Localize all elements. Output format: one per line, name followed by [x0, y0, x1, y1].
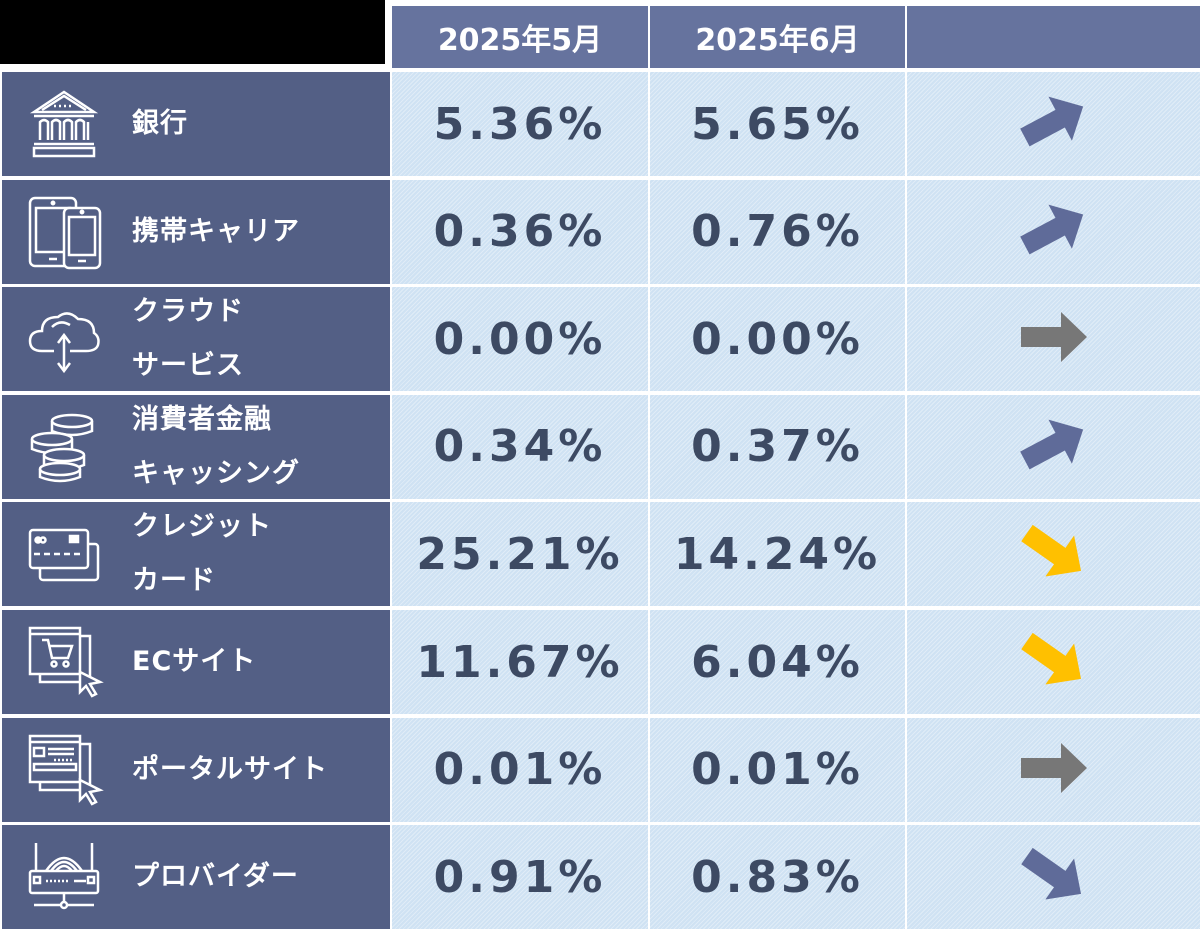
portal-site-icon	[24, 730, 104, 810]
value-may: 0.34%	[433, 421, 607, 473]
value-june: 0.01%	[691, 744, 864, 796]
category-label: クレジット カード	[132, 511, 272, 597]
value-may: 25.21%	[416, 528, 624, 580]
credit-card-icon	[24, 514, 104, 594]
cell-may: 0.34%	[392, 394, 648, 499]
cell-trend	[907, 610, 1200, 714]
category-label: プロバイダー	[132, 861, 299, 893]
row-label-6: ポータルサイト	[2, 717, 390, 822]
arrow-down-right-icon	[1009, 625, 1099, 699]
value-may: 0.91%	[433, 851, 607, 903]
header-trend	[907, 6, 1200, 68]
value-june: 6.04%	[691, 636, 864, 688]
cell-june: 5.65%	[650, 72, 905, 176]
bank-icon	[24, 84, 104, 164]
router-icon	[24, 837, 104, 917]
arrow-up-right-icon	[1009, 195, 1099, 269]
cloud-transfer-icon	[24, 299, 104, 379]
cell-trend	[907, 394, 1200, 499]
value-june: 5.65%	[691, 98, 864, 150]
category-label: ECサイト	[132, 646, 257, 677]
arrow-down-right-icon	[1009, 840, 1099, 914]
row-label-7: プロバイダー	[2, 825, 390, 930]
row-label-4: クレジット カード	[2, 502, 390, 607]
cell-trend	[907, 825, 1200, 930]
row-label-3: 消費者金融 キャッシング	[2, 394, 390, 499]
row-label-2: クラウド サービス	[2, 287, 390, 392]
cell-june: 14.24%	[650, 502, 905, 607]
value-june: 14.24%	[673, 528, 882, 580]
category-label: 銀行	[132, 108, 188, 139]
arrow-up-right-icon	[1009, 87, 1099, 161]
mobile-phones-icon	[24, 192, 104, 272]
cell-trend	[907, 179, 1200, 284]
header-may-2025: 2025年5月	[392, 6, 648, 68]
cell-june: 0.01%	[650, 717, 905, 822]
arrow-up-right-icon	[1009, 410, 1099, 484]
redacted-title-box	[0, 0, 385, 64]
cell-trend	[907, 502, 1200, 607]
row-label-1: 携帯キャリア	[2, 179, 390, 284]
cell-may: 25.21%	[392, 502, 648, 607]
value-june: 0.00%	[691, 313, 864, 365]
value-june: 0.76%	[691, 206, 864, 258]
arrow-down-right-icon	[1009, 517, 1099, 591]
value-may: 5.36%	[433, 98, 607, 150]
category-label: 携帯キャリア	[132, 215, 300, 247]
cell-june: 0.83%	[650, 825, 905, 930]
category-label: 消費者金融 キャッシング	[132, 403, 300, 489]
coin-stack-icon	[24, 407, 104, 487]
cell-may: 0.36%	[392, 179, 648, 284]
cell-may: 11.67%	[392, 610, 648, 714]
value-may: 0.00%	[433, 313, 607, 365]
cell-may: 0.91%	[392, 825, 648, 930]
cell-june: 0.00%	[650, 287, 905, 392]
category-label: クラウド サービス	[132, 296, 244, 382]
value-june: 0.83%	[691, 851, 864, 903]
ec-cart-icon	[24, 622, 104, 702]
cell-trend	[907, 717, 1200, 822]
cell-trend	[907, 72, 1200, 176]
category-label: ポータルサイト	[132, 753, 328, 785]
value-june: 0.37%	[691, 421, 864, 473]
row-label-0: 銀行	[2, 72, 390, 176]
cell-may: 0.01%	[392, 717, 648, 822]
value-may: 0.36%	[433, 206, 607, 258]
row-label-5: ECサイト	[2, 610, 390, 714]
cell-trend	[907, 287, 1200, 392]
cell-may: 0.00%	[392, 287, 648, 392]
cell-june: 0.76%	[650, 179, 905, 284]
header-june-2025: 2025年6月	[650, 6, 905, 68]
cell-june: 0.37%	[650, 394, 905, 499]
value-may: 11.67%	[416, 636, 624, 688]
cell-june: 6.04%	[650, 610, 905, 714]
arrow-right-icon	[1009, 302, 1099, 376]
arrow-right-icon	[1009, 733, 1099, 807]
cell-may: 5.36%	[392, 72, 648, 176]
value-may: 0.01%	[433, 744, 607, 796]
